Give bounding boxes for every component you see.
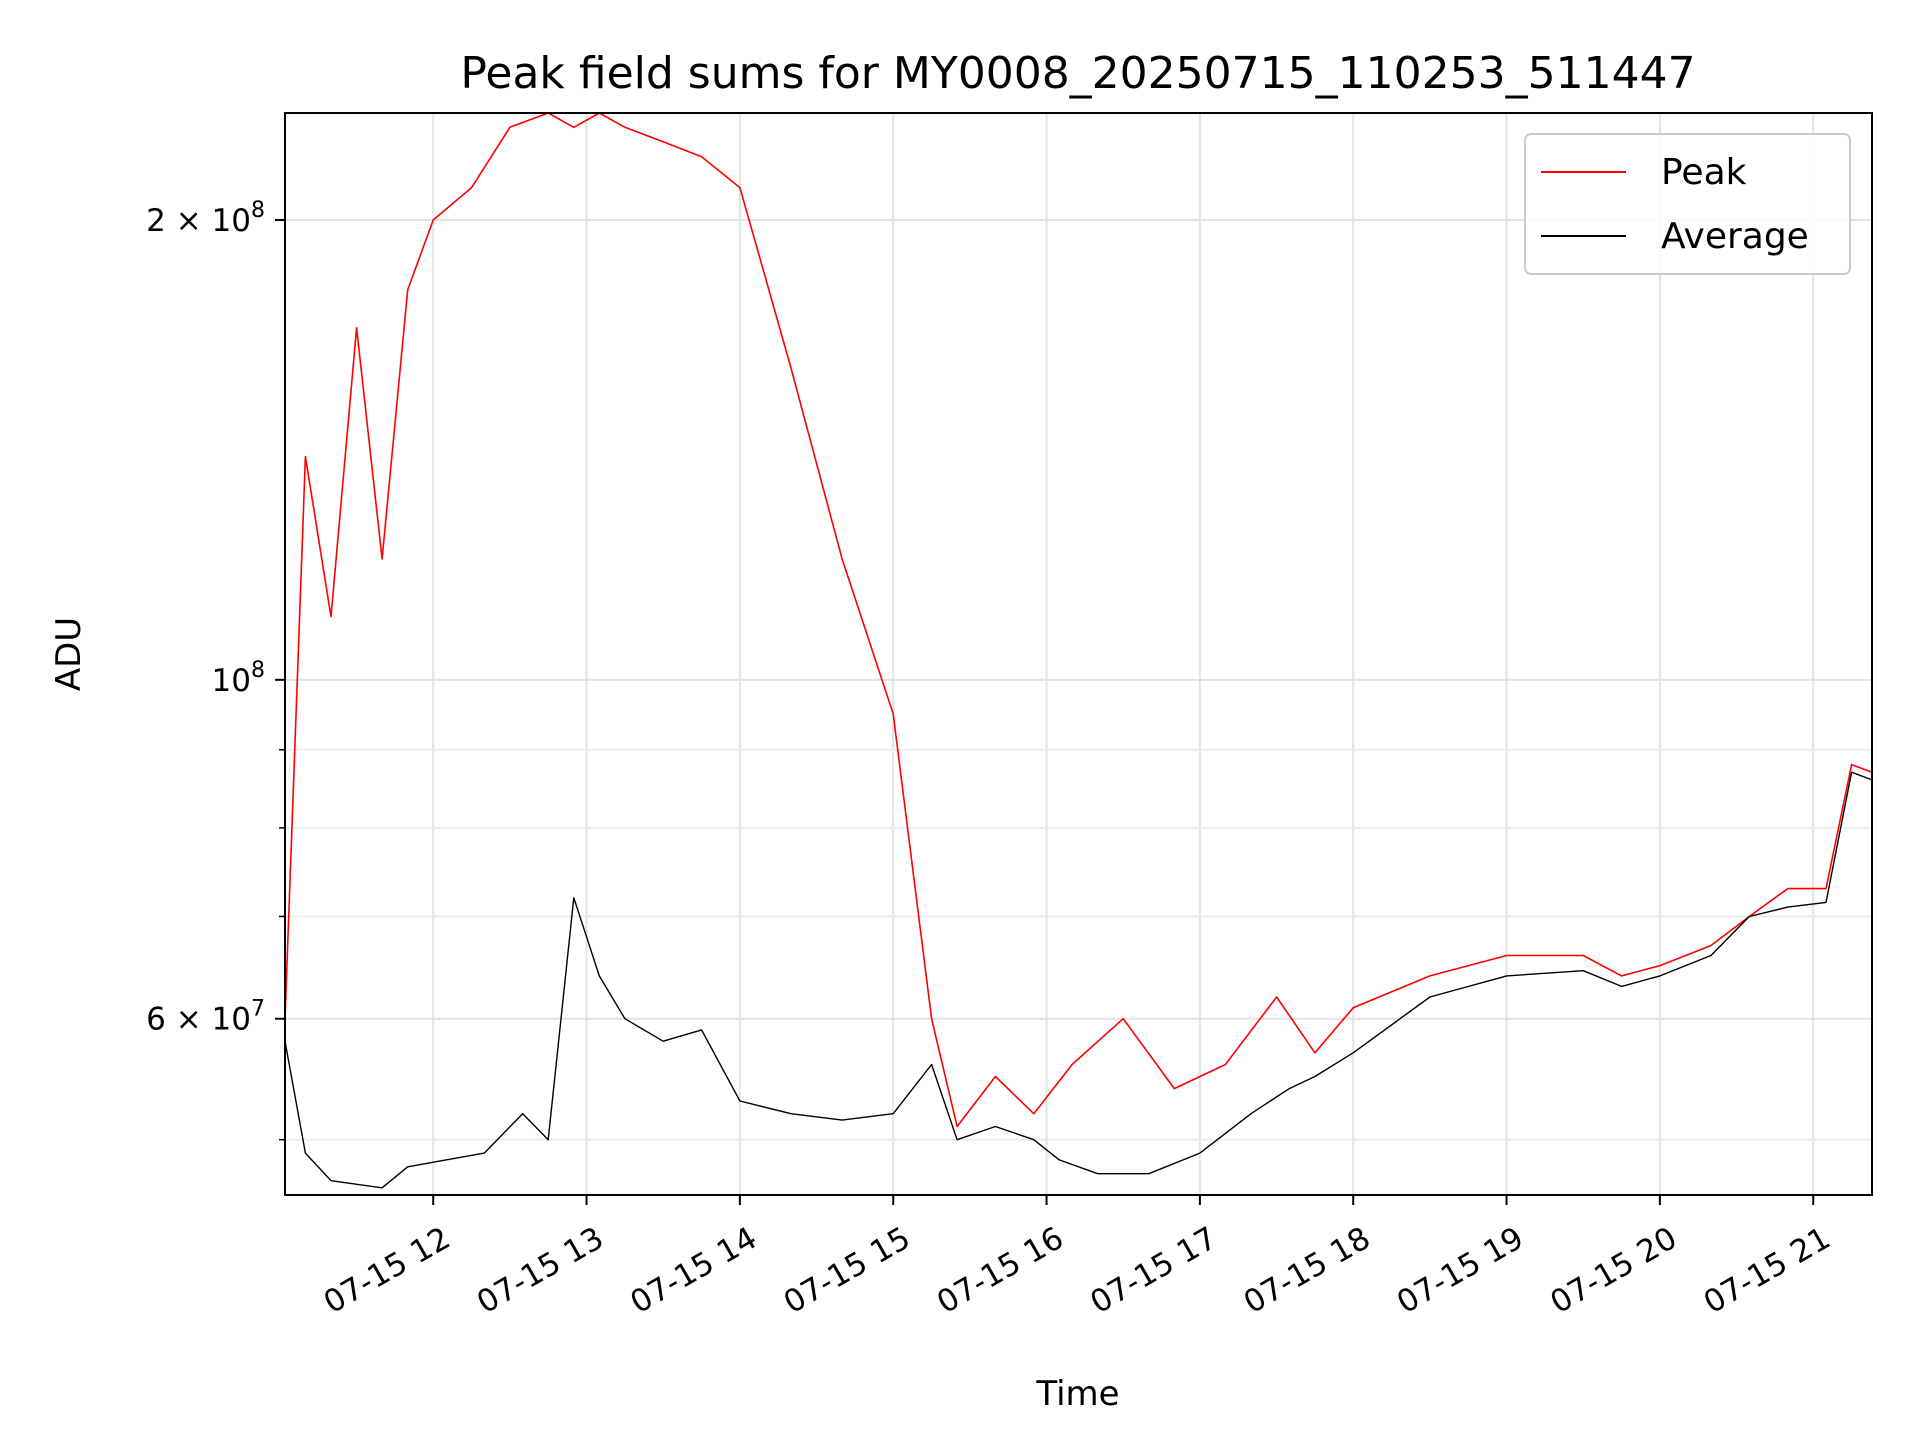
x-axis-label: Time	[1035, 1374, 1119, 1414]
legend-label-peak: Peak	[1661, 152, 1747, 193]
legend-box	[1524, 133, 1851, 275]
plot-area	[285, 113, 1872, 1189]
legend-label-average: Average	[1661, 216, 1809, 257]
y-axis-label: ADU	[49, 617, 89, 691]
series-line-average	[285, 771, 1872, 1189]
grid	[285, 113, 1872, 1195]
y-tick-label: 6 × 107	[146, 997, 265, 1038]
y-axis: 6 × 107 108 2 × 108	[146, 198, 285, 1141]
plot-frame	[284, 112, 1873, 1196]
y-tick-label: 2 × 108	[146, 198, 265, 239]
legend: Peak Average	[1524, 133, 1851, 275]
y-tick-label: 108	[212, 658, 265, 699]
series-line-peak	[285, 113, 1872, 1128]
chart-title: Peak field sums for MY0008_20250715_1102…	[460, 48, 1695, 99]
